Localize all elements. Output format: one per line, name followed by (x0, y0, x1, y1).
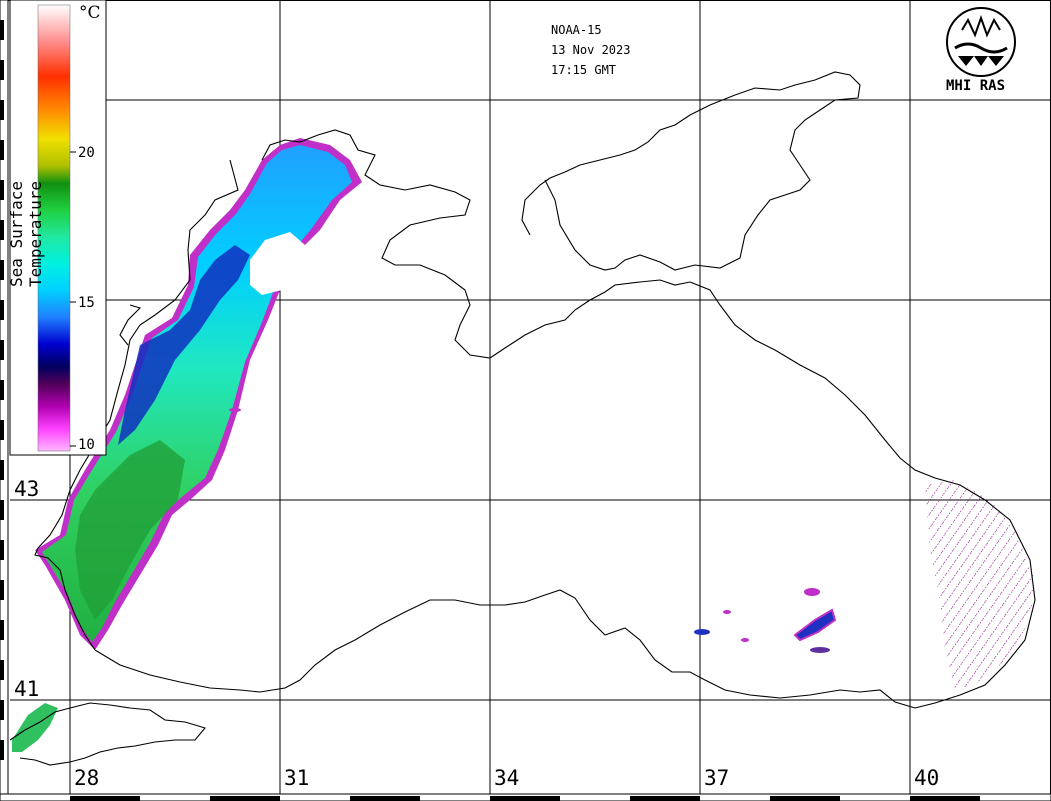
legend (9, 0, 107, 456)
mhi-logo (946, 7, 1016, 77)
logo-text: MHI RAS (946, 78, 1006, 94)
coastline (9, 71, 1036, 766)
image-date: 13 Nov 2023 (551, 43, 631, 57)
coast-bosphorus (9, 702, 206, 766)
coast-anatolia (94, 589, 916, 709)
coast-north (34, 159, 239, 651)
legend-colorbar (37, 4, 71, 452)
coast-danube (119, 304, 142, 346)
coast-odessa (261, 129, 691, 359)
bottom-scale-bar (0, 793, 1051, 801)
coast-crimea-azov (521, 71, 861, 271)
legend-tick-15: 15 (78, 295, 95, 311)
legend-tick-10: 10 (78, 437, 95, 453)
lon-label-31: 31 (284, 766, 310, 790)
lon-label-37: 37 (704, 766, 730, 790)
legend-title: Sea Surface Temperature (7, 181, 45, 287)
sst-warm-core (75, 440, 185, 620)
sst-cloud-gap (250, 232, 305, 295)
image-time: 17:15 GMT (551, 63, 617, 77)
coast-caucasus (689, 281, 1036, 709)
sst-swath (12, 138, 362, 752)
hatched-region (925, 480, 1035, 690)
satellite-name: NOAA-15 (551, 23, 602, 37)
lat-label-43: 43 (14, 477, 40, 501)
left-scale-bar (0, 0, 9, 801)
lon-label-28: 28 (74, 766, 100, 790)
legend-tick-20: 20 (78, 145, 95, 161)
lat-label-41: 41 (14, 677, 40, 701)
sst-east-patches (229, 408, 837, 653)
lon-label-34: 34 (494, 766, 520, 790)
legend-unit: °C (79, 3, 101, 23)
sst-bosphorus-patch (12, 703, 58, 752)
sst-cold-band (118, 245, 250, 445)
lon-label-40: 40 (914, 766, 940, 790)
